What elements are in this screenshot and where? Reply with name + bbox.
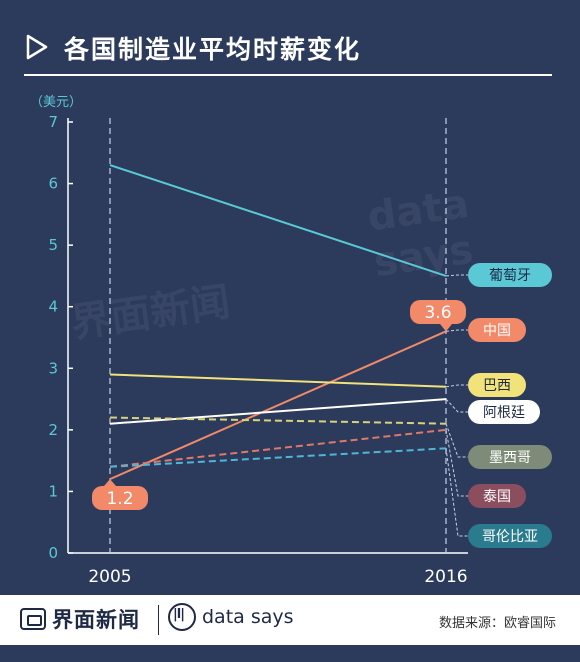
series-label-bg (468, 400, 540, 424)
callout-bubble (410, 300, 466, 324)
label-connector (445, 384, 468, 388)
series-label: 哥伦比亚 (482, 529, 538, 545)
title-divider (24, 74, 552, 76)
series-line (109, 416, 447, 425)
brand-data-says: data says (202, 606, 294, 628)
callout-bubble (92, 486, 148, 510)
data-label: 3.6 (424, 303, 451, 323)
series-line (109, 447, 447, 468)
y-tick-label: 0 (48, 544, 58, 562)
y-tick-label: 3 (48, 359, 58, 377)
series-label-bg (468, 524, 552, 548)
brand-right: data says (168, 603, 294, 631)
brand-left: 界面新闻 (20, 604, 140, 634)
y-tick-label: 2 (48, 421, 58, 439)
series-label: 葡萄牙 (489, 268, 531, 284)
series-label: 巴西 (483, 378, 511, 394)
x-tick-label: 2005 (88, 567, 131, 587)
series-label: 中国 (483, 323, 511, 339)
series-label-bg (468, 484, 526, 508)
y-tick-label: 1 (48, 482, 58, 500)
label-connector (445, 329, 468, 332)
series-line (109, 373, 447, 388)
y-tick-label: 6 (48, 175, 58, 193)
source-note: 数据来源：欧睿国际 (438, 616, 556, 631)
label-connector (445, 398, 468, 413)
series-label-bg (468, 318, 526, 342)
y-axis-unit: （美元） (30, 95, 82, 110)
y-tick-label: 4 (48, 298, 58, 316)
brand-separator (158, 605, 159, 635)
series-label-bg (468, 263, 552, 287)
y-tick-label: 5 (48, 236, 58, 254)
series-line (109, 164, 447, 277)
play-triangle-icon (26, 34, 48, 60)
series-label: 泰国 (483, 489, 511, 505)
data-says-logo-icon (168, 603, 196, 631)
y-tick-label: 7 (48, 113, 58, 131)
jiemian-logo-icon (20, 608, 46, 630)
series-label-bg (468, 373, 526, 397)
brand-name: 界面新闻 (52, 608, 140, 632)
label-connector (445, 274, 468, 277)
chart-title: 各国制造业平均时薪变化 (64, 35, 362, 64)
series-label-bg (468, 445, 552, 469)
series-line (109, 330, 447, 481)
series-line (109, 398, 447, 425)
series-label: 阿根廷 (483, 405, 525, 421)
callout-pointer (104, 479, 116, 486)
label-connector (445, 429, 468, 497)
label-connector (445, 448, 468, 537)
series-line (109, 428, 447, 468)
x-tick-label: 2016 (424, 567, 467, 587)
data-label: 1.2 (106, 489, 133, 509)
label-connector (445, 423, 468, 458)
callout-pointer (440, 324, 452, 332)
series-label: 墨西哥 (489, 450, 531, 466)
footer-bar: 界面新闻 data says 数据来源：欧睿国际 (0, 595, 580, 645)
